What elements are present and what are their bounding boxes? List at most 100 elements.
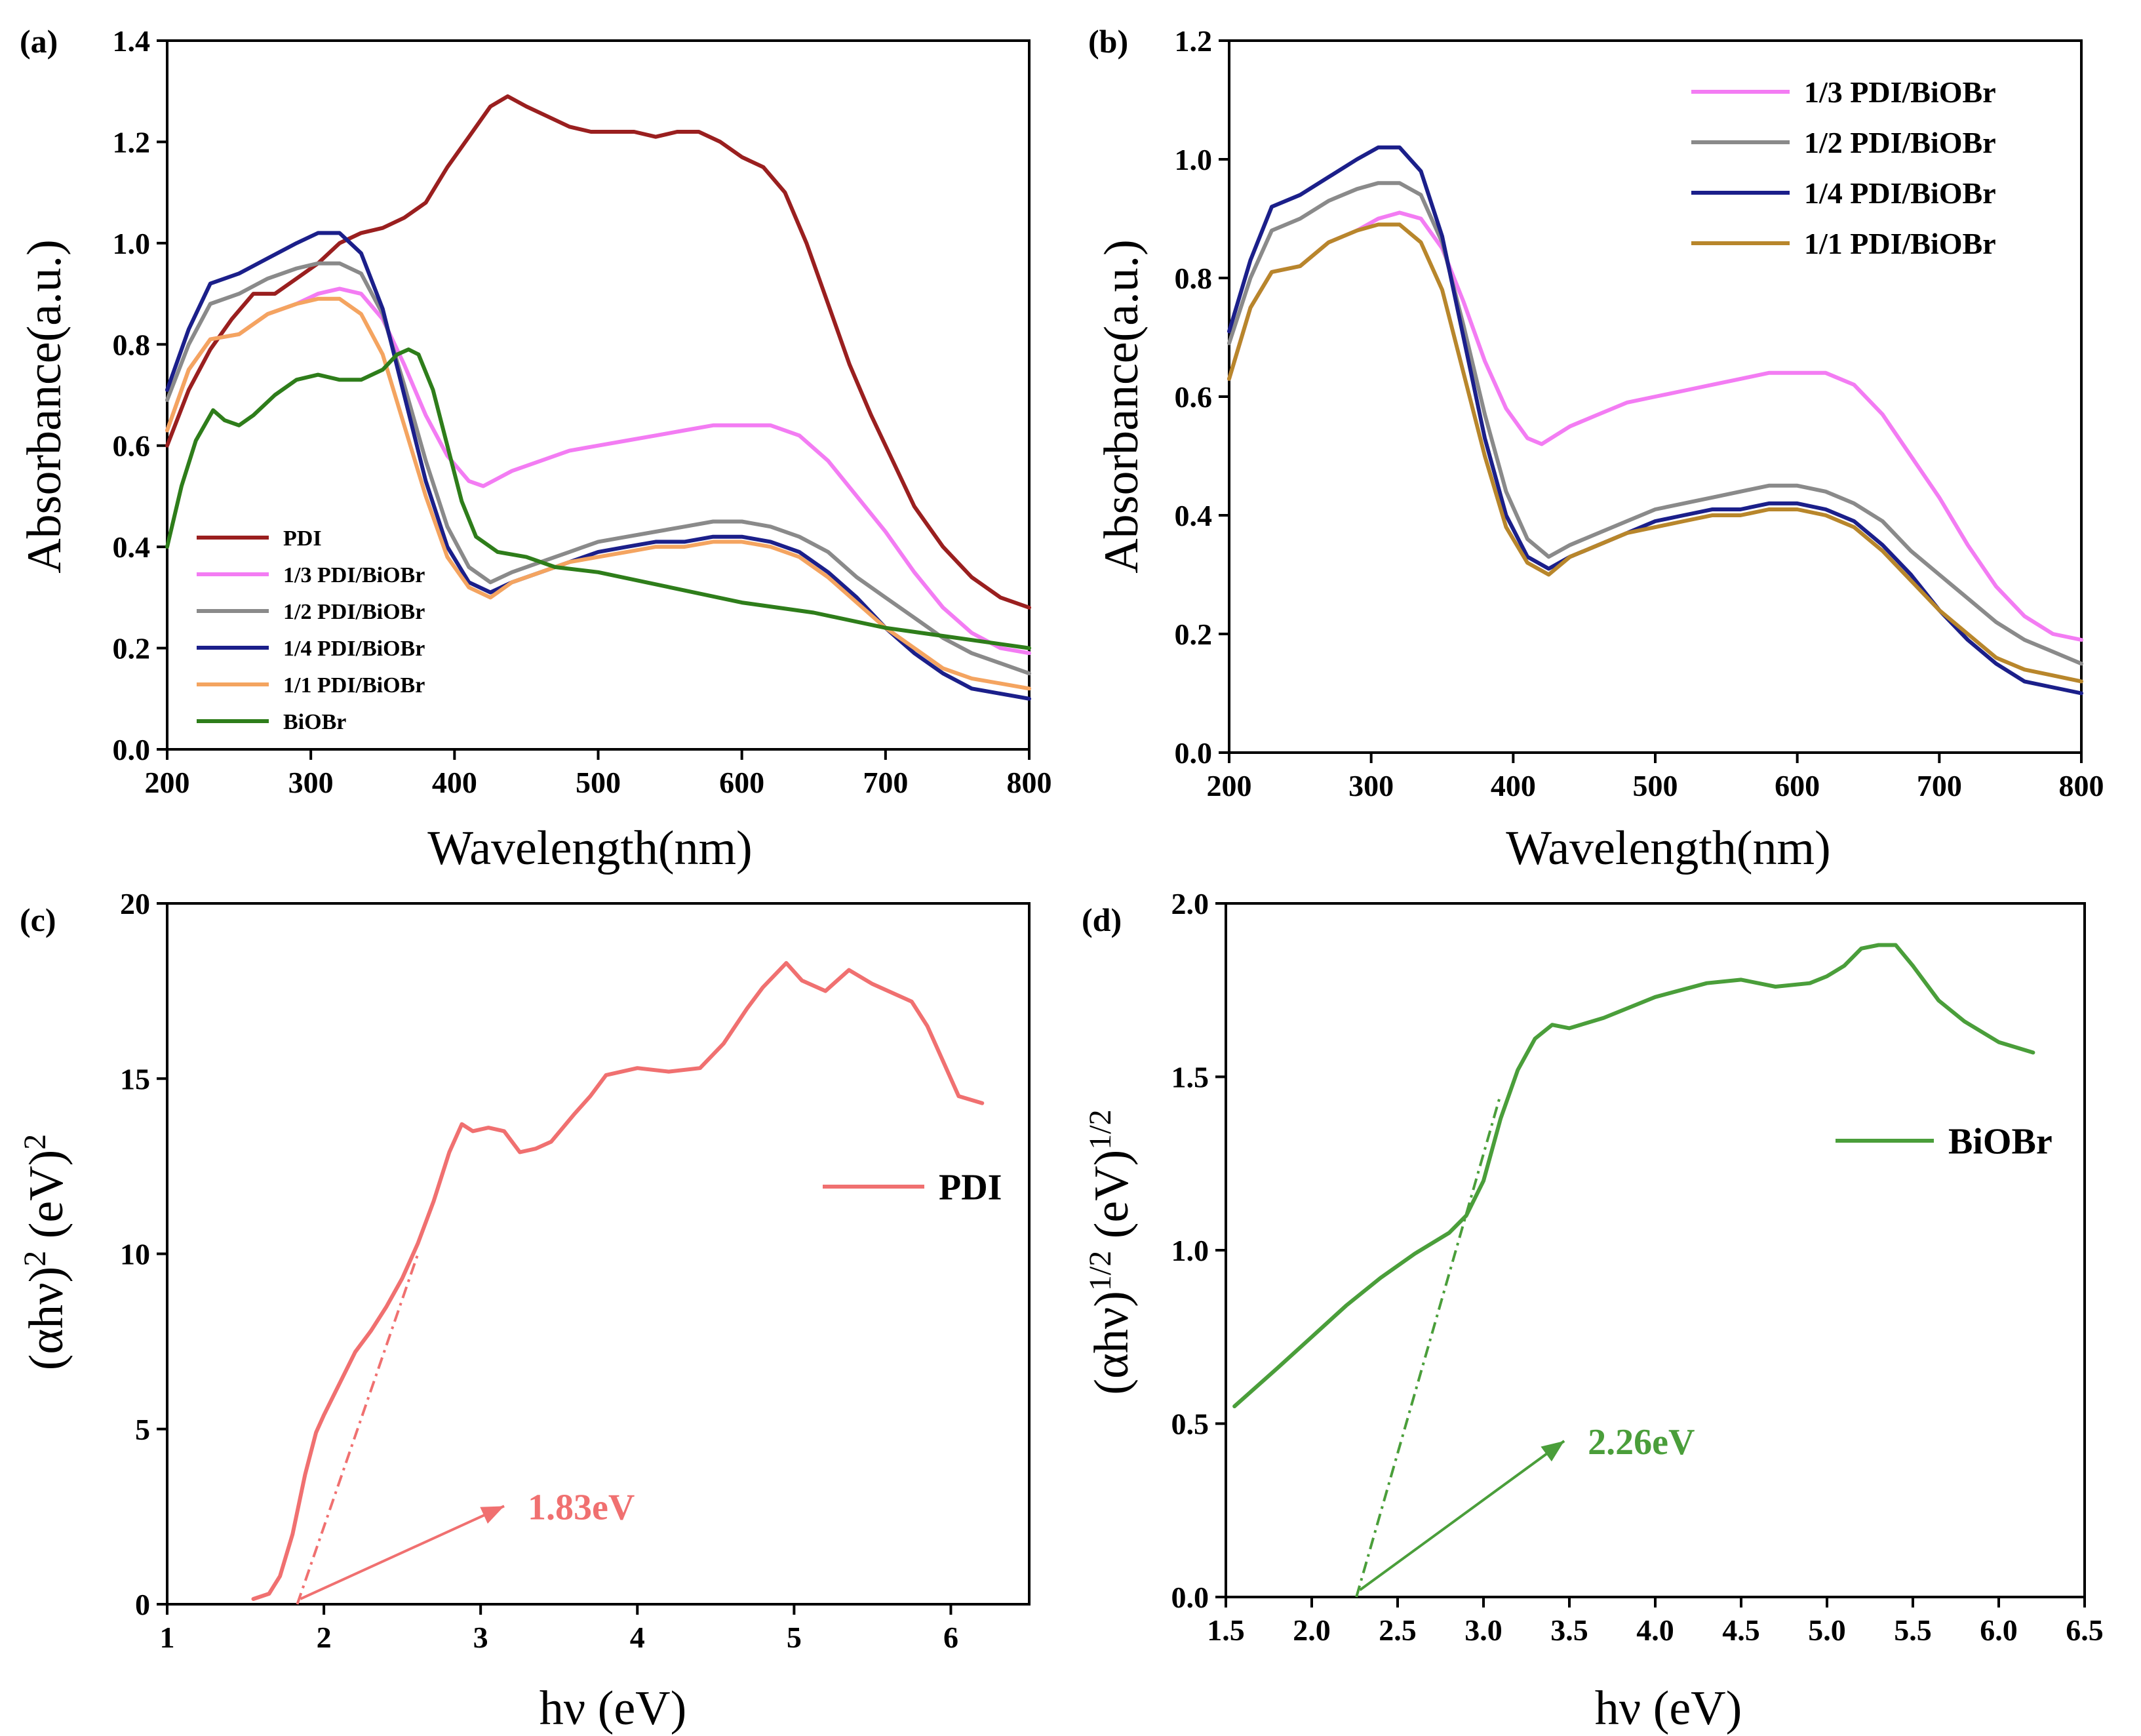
panel-label-c: (c)	[20, 901, 56, 938]
x-tick-label: 4	[630, 1621, 645, 1654]
x-tick-label: 400	[1491, 769, 1536, 802]
x-tick-label: 5.0	[1808, 1613, 1846, 1647]
series-line-biobr	[165, 347, 1031, 650]
y-tick-label: 2.0	[1171, 887, 1209, 920]
y-tick-label: 0.2	[113, 632, 151, 665]
x-tick-label: 600	[1775, 769, 1820, 802]
y-tick-label: 1.0	[1175, 143, 1213, 176]
y-tick-label: 0.0	[113, 733, 151, 766]
series-line-1-3-pdi-biobr	[1227, 210, 2083, 642]
series-line-1-1-pdi-biobr	[1227, 222, 2083, 684]
y-tick-label: 1.0	[113, 227, 151, 260]
y-tick-label: 0.0	[1175, 736, 1213, 770]
x-tick-label: 800	[1007, 766, 1052, 799]
y-tick-label: 1.5	[1171, 1061, 1209, 1094]
annotation-text: 1.83eV	[528, 1487, 635, 1528]
x-axis-label-c: hν (eV)	[540, 1682, 687, 1735]
y-tick-label: 0.6	[1175, 380, 1213, 414]
y-axis-label-b: Absorbance(a.u.)	[1095, 239, 1149, 574]
panel-c: (c) 1 2 3 4 5 6 0 5 10 15 20 1.83eV hν (eV) (αhν)2 …	[18, 887, 1031, 1735]
x-tick-label: 300	[288, 766, 334, 799]
legend-c: PDI	[823, 1168, 1002, 1208]
plot-frame	[1225, 902, 2086, 1598]
y-tick-label: 1.0	[1171, 1234, 1209, 1267]
x-axis-label-d: hν (eV)	[1595, 1682, 1742, 1735]
legend-label: 1/3 PDI/BiOBr	[283, 563, 425, 587]
x-axis-label-b: Wavelength(nm)	[1506, 821, 1830, 875]
legend-label: 1/4 PDI/BiOBr	[283, 637, 425, 661]
x-tick-label: 400	[432, 766, 477, 799]
x-tick-label: 2.5	[1379, 1613, 1417, 1647]
series-line-1-3-pdi-biobr	[165, 286, 1031, 656]
tangent-line	[1355, 1094, 1503, 1598]
panel-d: (d) 1.5 2.0 2.5 3.0 3.5 4.0 4.5 5.0 5.5 6.0 6.5 0.0…	[1082, 887, 2104, 1735]
x-tick-label: 4.0	[1636, 1613, 1674, 1647]
legend-d: BiOBr	[1836, 1122, 2053, 1162]
axes-a: 200 300 400 500 600 700 800 0.0 0.2 0.4 0.6 0.8 1.0 1…	[113, 24, 1052, 799]
series-line-pdi	[251, 960, 985, 1601]
x-tick-label: 1.5	[1207, 1613, 1245, 1647]
annotation-arrow-head	[480, 1506, 505, 1524]
x-tick-label: 500	[576, 766, 621, 799]
x-tick-label: 2	[317, 1621, 332, 1654]
legend-label: PDI	[939, 1168, 1002, 1208]
legend-label: 1/2 PDI/BiOBr	[1804, 126, 1996, 159]
axes-c: 1 2 3 4 5 6 0 5 10 15 20 1.83eV	[120, 887, 1031, 1654]
legend-label: 1/1 PDI/BiOBr	[283, 673, 425, 698]
legend-label: 1/1 PDI/BiOBr	[1804, 227, 1996, 260]
x-tick-label: 3	[473, 1621, 488, 1654]
y-tick-label: 0.6	[113, 429, 151, 463]
y-tick-label: 0.8	[113, 328, 151, 361]
legend-a: PDI 1/3 PDI/BiOBr 1/2 PDI/BiOBr 1/4 PDI/BiO…	[197, 526, 425, 734]
y-tick-label: 5	[135, 1413, 150, 1446]
series-line-1-2-pdi-biobr	[165, 261, 1031, 676]
tangent-line	[296, 1253, 420, 1605]
annotation-arrow-line	[1359, 1440, 1565, 1592]
x-tick-label: 3.5	[1550, 1613, 1588, 1647]
series-line-biobr	[1232, 943, 2035, 1409]
annotation-arrow-line	[300, 1505, 505, 1600]
annotation-arrow-head	[1541, 1440, 1565, 1462]
y-tick-label: 0.2	[1175, 618, 1213, 651]
legend-b: 1/3 PDI/BiOBr 1/2 PDI/BiOBr 1/4 PDI/BiOBr 1…	[1691, 75, 1996, 260]
panel-label-a: (a)	[20, 23, 58, 60]
y-tick-label: 1.2	[1175, 24, 1213, 58]
legend-label: 1/4 PDI/BiOBr	[1804, 176, 1996, 210]
x-tick-label: 700	[1917, 769, 1962, 802]
x-tick-label: 5.5	[1894, 1613, 1932, 1647]
x-tick-label: 6.5	[2066, 1613, 2104, 1647]
y-tick-label: 0	[135, 1588, 150, 1621]
panel-label-b: (b)	[1088, 23, 1128, 60]
x-tick-label: 200	[1207, 769, 1252, 802]
legend-label: 1/3 PDI/BiOBr	[1804, 75, 1996, 109]
annotation-text: 2.26eV	[1588, 1422, 1695, 1463]
y-tick-label: 10	[120, 1238, 150, 1271]
x-tick-label: 700	[863, 766, 908, 799]
x-tick-label: 1	[160, 1621, 175, 1654]
y-axis-label-a: Absorbance(a.u.)	[18, 239, 71, 574]
x-tick-label: 800	[2059, 769, 2104, 802]
y-tick-label: 1.2	[113, 125, 151, 159]
x-axis-label-a: Wavelength(nm)	[427, 821, 752, 875]
axes-d: 1.5 2.0 2.5 3.0 3.5 4.0 4.5 5.0 5.5 6.0 6.5 0.0 0.5 1…	[1171, 887, 2104, 1647]
y-axis-label-d: (αhν)1/2 (eV)1/2	[1083, 1109, 1139, 1394]
y-tick-label: 1.4	[113, 24, 151, 58]
legend-label: 1/2 PDI/BiOBr	[283, 600, 425, 624]
legend-label: BiOBr	[283, 710, 346, 734]
series-line-pdi	[165, 94, 1031, 610]
x-tick-label: 6	[943, 1621, 958, 1654]
y-tick-label: 0.5	[1171, 1408, 1209, 1441]
x-tick-label: 3.0	[1464, 1613, 1503, 1647]
x-tick-label: 6.0	[1980, 1613, 2018, 1647]
x-tick-label: 5	[787, 1621, 802, 1654]
axes-b: 200 300 400 500 600 700 800 0.0 0.2 0.4 0.6 0.8 1.0 1…	[1175, 24, 2104, 802]
panel-b: (b) 200 300 400 500 600 700 800 0.0 0.2 0.4 0.6 0.8…	[1088, 23, 2104, 875]
y-tick-label: 20	[120, 887, 150, 920]
series-line-1-2-pdi-biobr	[1227, 181, 2083, 666]
x-tick-label: 300	[1348, 769, 1394, 802]
y-tick-label: 15	[120, 1062, 150, 1095]
y-tick-label: 0.4	[1175, 499, 1213, 532]
legend-label: PDI	[283, 526, 322, 551]
y-tick-label: 0.8	[1175, 262, 1213, 295]
